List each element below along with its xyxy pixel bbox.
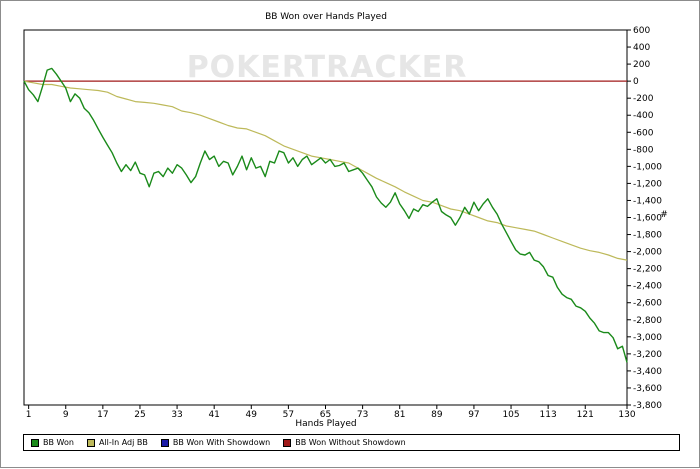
y-tick-label: 0 xyxy=(633,77,639,87)
legend-swatch xyxy=(31,438,39,447)
watermark-logo: POKERTRACKER xyxy=(187,50,468,85)
y-tick-label: -3,400 xyxy=(633,367,662,377)
plot-area: 600 400 200 0 -200 -400 -600 -800 -1,000 -1,200 -1… xyxy=(23,26,662,420)
x-tick-label: 25 xyxy=(134,410,145,420)
y-tick-label: -2,800 xyxy=(633,316,662,326)
x-axis-label: Hands Played xyxy=(295,419,356,429)
series-line-bb-won xyxy=(23,67,628,363)
x-tick-label: 17 xyxy=(97,410,108,420)
x-tick-label: 121 xyxy=(577,410,594,420)
legend-item: All-In Adj BB xyxy=(86,438,148,447)
x-tick-label: 33 xyxy=(171,410,182,420)
legend-item: BB Won With Showdown xyxy=(160,438,271,447)
x-tick-label: 65 xyxy=(320,410,331,420)
y-tick-label: -3,000 xyxy=(633,333,662,343)
legend-label: All-In Adj BB xyxy=(98,438,148,447)
y-tick-label: -1,200 xyxy=(633,179,662,189)
y-tick-label: -600 xyxy=(633,128,654,138)
y-tick-label: -2,000 xyxy=(633,248,662,258)
x-tick-label: 1 xyxy=(26,410,32,420)
y-tick-label: -1,400 xyxy=(633,196,662,206)
chart-title: BB Won over Hands Played xyxy=(265,12,387,22)
x-tick-label: 130 xyxy=(618,410,635,420)
x-tick-label: 49 xyxy=(246,410,258,420)
y-tick-label: -1,600 xyxy=(633,214,662,224)
legend-swatch xyxy=(283,438,292,447)
legend-label: BB Won Without Showdown xyxy=(295,438,406,447)
x-tick-label: 97 xyxy=(468,410,479,420)
x-tick-label: 57 xyxy=(283,410,294,420)
x-tick-label: 81 xyxy=(394,410,405,420)
y-tick-label: 600 xyxy=(633,26,650,36)
x-tick-label: 113 xyxy=(540,410,557,420)
x-tick-label: 89 xyxy=(431,410,443,420)
y-tick-label: -2,600 xyxy=(633,299,662,309)
chart-legend: BB Won All-In Adj BB BB Won With Showdown B… xyxy=(23,434,680,451)
x-tick-label: 9 xyxy=(63,410,69,420)
legend-item: BB Won xyxy=(31,438,74,447)
series-line-all-in-adj-bb xyxy=(23,80,628,261)
y-tick-label: -3,600 xyxy=(633,384,662,394)
y-tick-label: 400 xyxy=(633,43,650,53)
legend-swatch xyxy=(160,438,169,447)
y-tick-label: -200 xyxy=(633,94,654,104)
y-axis-label: # xyxy=(660,210,668,220)
x-tick-label: 73 xyxy=(357,410,368,420)
x-tick-label: 105 xyxy=(502,410,519,420)
legend-swatch xyxy=(86,438,95,447)
plot-border xyxy=(23,29,628,406)
legend-label: BB Won With Showdown xyxy=(172,438,271,447)
y-tick-label: -1,000 xyxy=(633,162,662,172)
y-tick-label: -3,800 xyxy=(633,401,662,411)
x-tick-label: 41 xyxy=(208,410,219,420)
y-tick-label: -2,400 xyxy=(633,282,662,292)
legend-label: BB Won xyxy=(43,438,74,447)
y-tick-label: -1,800 xyxy=(633,231,662,241)
y-tick-label: -400 xyxy=(633,111,654,121)
legend-item: BB Won Without Showdown xyxy=(283,438,406,447)
y-tick-label: -800 xyxy=(633,145,654,155)
y-tick-label: 200 xyxy=(633,60,650,70)
y-tick-label: -2,200 xyxy=(633,265,662,275)
y-tick-label: -3,200 xyxy=(633,350,662,360)
